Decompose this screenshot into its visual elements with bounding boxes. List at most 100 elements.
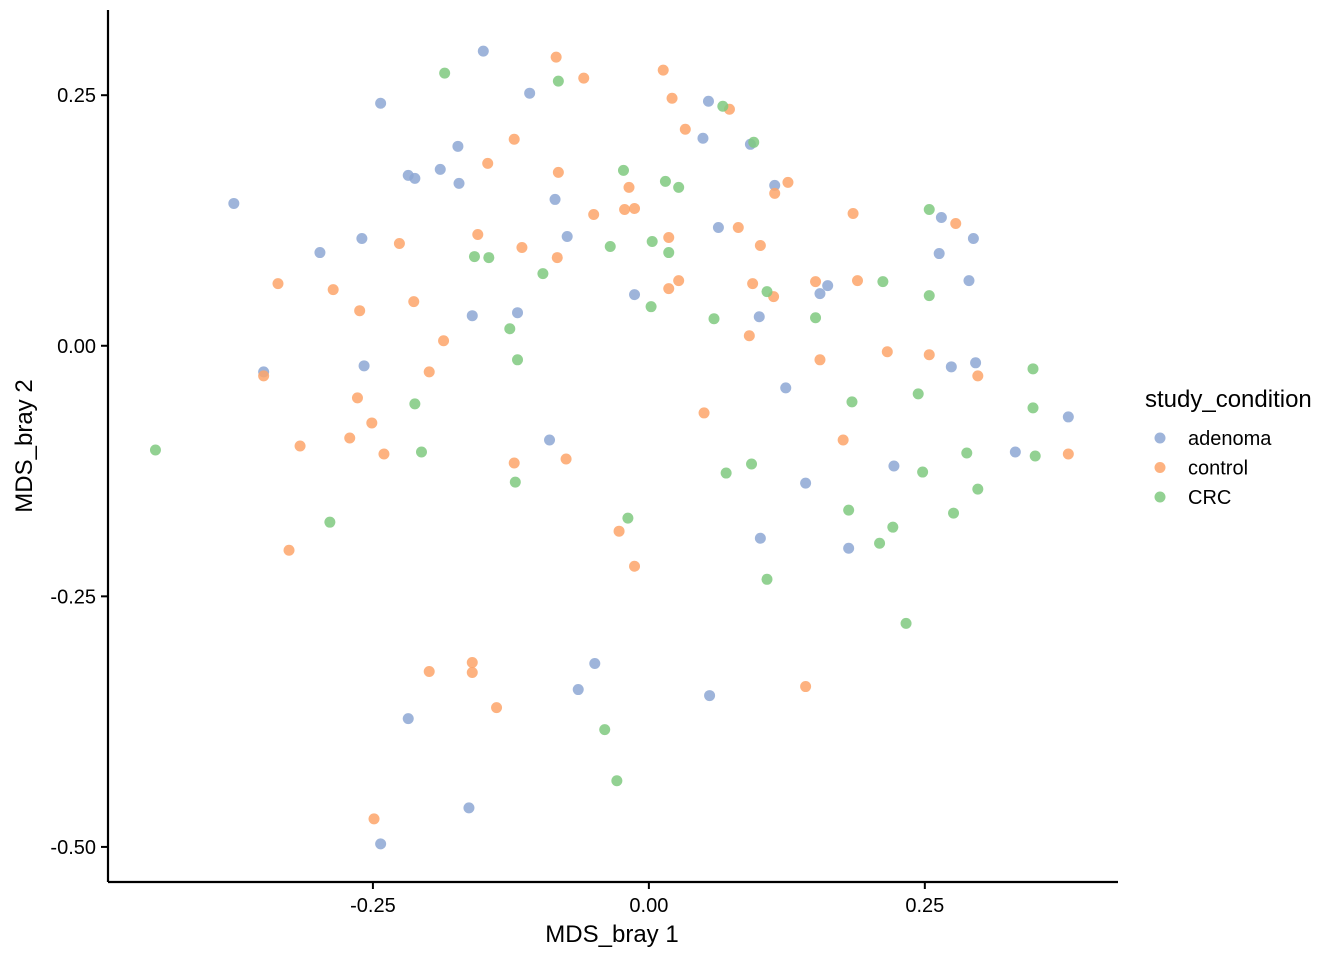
point-adenoma: [822, 280, 834, 292]
point-adenoma: [970, 357, 982, 369]
point-crc: [537, 268, 549, 280]
point-control: [698, 407, 710, 419]
point-control: [673, 275, 685, 287]
point-adenoma: [524, 87, 536, 99]
point-crc: [599, 724, 611, 736]
point-control: [629, 202, 641, 214]
point-adenoma: [754, 532, 766, 544]
point-control: [782, 176, 794, 188]
point-control: [629, 560, 641, 572]
point-adenoma: [712, 221, 724, 233]
point-adenoma: [963, 275, 975, 287]
point-crc: [622, 512, 634, 524]
legend-key-control: [1154, 462, 1166, 473]
point-control: [393, 238, 405, 250]
point-control: [743, 330, 755, 342]
point-crc: [1027, 363, 1039, 375]
point-crc: [843, 504, 855, 516]
point-adenoma: [629, 289, 641, 301]
point-crc: [846, 396, 858, 408]
series-control: [258, 51, 1074, 825]
y-tick-label: -0.50: [50, 837, 96, 859]
legend-label-adenoma: adenoma: [1188, 428, 1272, 450]
legend-item-adenoma: adenoma: [1154, 428, 1272, 450]
point-adenoma: [843, 542, 855, 554]
point-adenoma: [800, 477, 812, 489]
point-adenoma: [549, 193, 561, 205]
point-control: [423, 366, 435, 378]
point-control: [623, 181, 635, 193]
point-crc: [617, 164, 629, 176]
point-control: [972, 370, 984, 382]
point-control: [666, 92, 678, 104]
series-adenoma: [228, 45, 1074, 850]
point-adenoma: [356, 233, 368, 245]
point-adenoma: [814, 288, 826, 300]
point-crc: [439, 67, 451, 79]
point-crc: [552, 75, 564, 87]
point-adenoma: [453, 177, 465, 189]
point-adenoma: [434, 163, 446, 175]
point-crc: [512, 354, 524, 366]
point-crc: [415, 446, 427, 458]
point-control: [466, 667, 478, 679]
point-crc: [708, 313, 720, 325]
point-adenoma: [704, 690, 716, 702]
x-tick-label: 0.25: [905, 895, 944, 917]
y-tick-label: 0.25: [57, 85, 96, 107]
point-control: [747, 278, 759, 290]
y-axis-title: MDS_bray 2: [11, 379, 38, 512]
point-control: [657, 64, 669, 76]
point-control: [283, 544, 295, 556]
point-control: [578, 72, 590, 84]
point-control: [923, 349, 935, 361]
point-crc: [509, 476, 521, 488]
point-control: [663, 232, 675, 244]
point-crc: [645, 301, 657, 313]
point-adenoma: [697, 132, 709, 144]
point-adenoma: [375, 97, 387, 109]
point-crc: [1029, 450, 1041, 462]
point-adenoma: [780, 382, 792, 394]
point-control: [366, 417, 378, 429]
point-control: [754, 240, 766, 252]
point-adenoma: [1009, 446, 1021, 458]
point-crc: [748, 136, 760, 148]
point-control: [837, 434, 849, 446]
x-tick-label: -0.25: [350, 895, 396, 917]
point-control: [810, 276, 822, 288]
point-crc: [923, 290, 935, 302]
point-crc: [761, 286, 773, 298]
y-axis-ticks: -0.50 -0.25 0.00 0.25: [50, 85, 108, 859]
point-crc: [717, 100, 729, 112]
point-crc: [468, 251, 480, 263]
point-adenoma: [753, 311, 765, 323]
point-adenoma: [409, 172, 421, 184]
point-crc: [912, 388, 924, 400]
legend-key-adenoma: [1154, 432, 1166, 444]
point-control: [613, 525, 625, 537]
point-control: [732, 221, 744, 233]
point-crc: [972, 483, 984, 495]
point-crc: [324, 516, 336, 528]
point-crc: [923, 203, 935, 215]
point-adenoma: [561, 231, 573, 243]
point-crc: [900, 617, 912, 629]
point-adenoma: [1062, 411, 1074, 423]
point-adenoma: [945, 361, 957, 373]
point-control: [679, 123, 691, 135]
point-control: [258, 370, 270, 382]
point-adenoma: [702, 95, 714, 107]
point-control: [466, 656, 478, 668]
point-crc: [917, 466, 929, 478]
point-control: [423, 666, 435, 678]
point-control: [491, 702, 503, 714]
point-control: [1062, 448, 1074, 460]
point-control: [368, 813, 380, 825]
point-crc: [746, 458, 758, 470]
point-adenoma: [466, 310, 478, 322]
point-crc: [149, 444, 161, 456]
point-adenoma: [512, 307, 524, 319]
legend: study_condition adenoma control CRC: [1145, 386, 1312, 509]
point-crc: [504, 323, 516, 335]
